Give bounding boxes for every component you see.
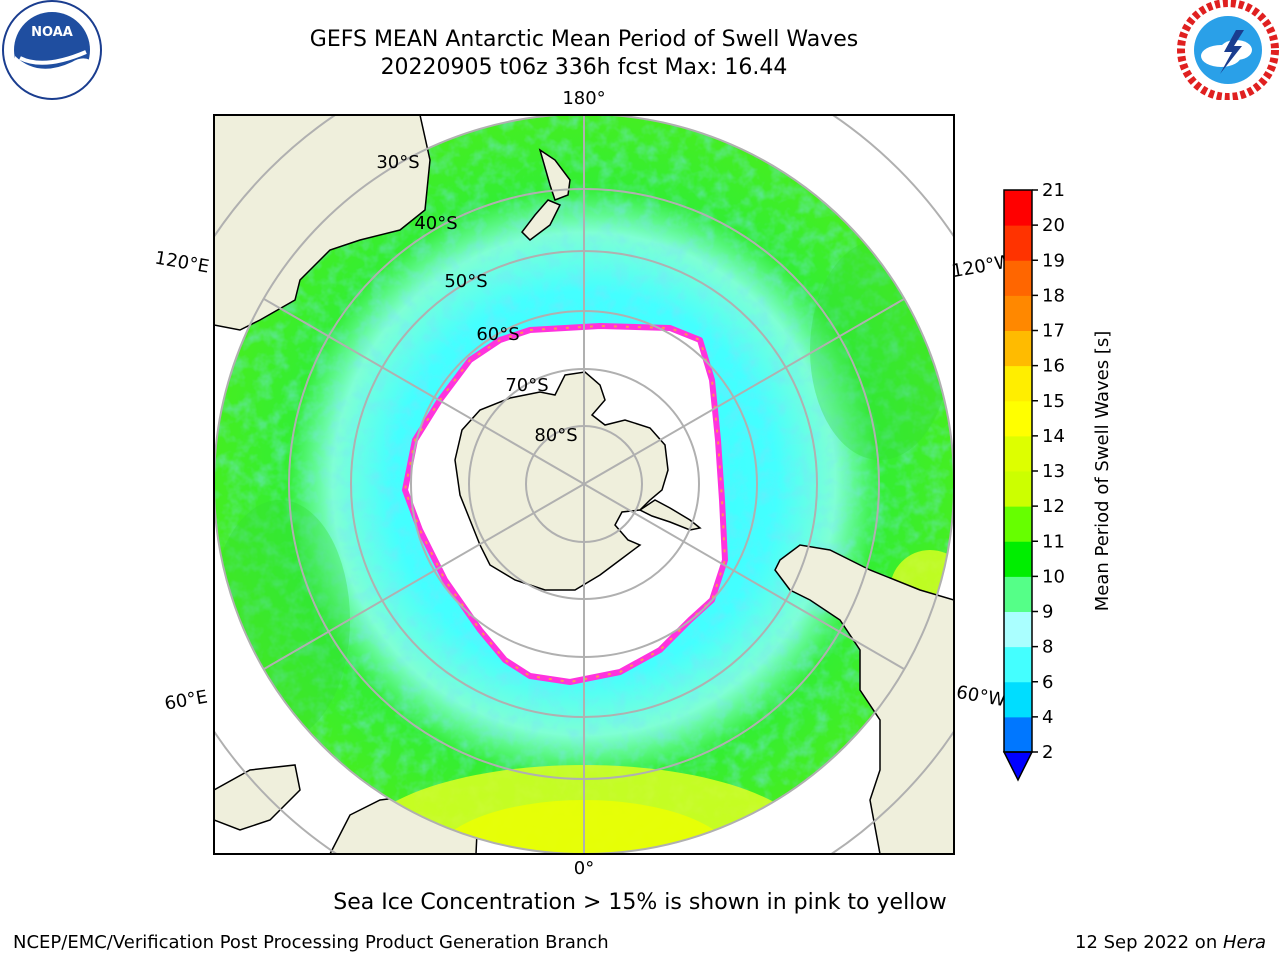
colorbar-tick-label: 17: [1042, 321, 1065, 342]
lon-label-120e: 120°E: [153, 247, 211, 277]
colorbar-tick-label: 15: [1042, 391, 1065, 412]
colorbar-extend-arrow: [1002, 751, 1034, 782]
colorbar-swatch: [1004, 506, 1032, 542]
lat-label-30s: 30°S: [376, 152, 419, 173]
sea-ice-note: Sea Ice Concentration > 15% is shown in …: [333, 890, 947, 915]
lat-label-60s: 60°S: [476, 324, 519, 345]
colorbar-swatch: [1004, 716, 1032, 753]
colorbar-tick-label: 20: [1042, 215, 1065, 236]
footer-date: 12 Sep 2022 on Hera: [1075, 932, 1266, 953]
colorbar-tick-label: 19: [1042, 250, 1065, 271]
map-frame: [213, 114, 955, 855]
map-subtitle: 20220905 t06z 336h fcst Max: 16.44: [380, 55, 788, 80]
colorbar-swatch: [1004, 295, 1032, 331]
colorbar-swatch: [1004, 471, 1032, 507]
colorbar-swatch: [1004, 681, 1032, 718]
colorbar-label: Mean Period of Swell Waves [s]: [1092, 331, 1113, 612]
colorbar-swatch: [1004, 260, 1032, 296]
lat-label-40s: 40°S: [414, 213, 457, 234]
colorbar-swatch: [1004, 646, 1032, 683]
lat-label-50s: 50°S: [444, 271, 487, 292]
colorbar-swatches: [1004, 190, 1032, 753]
colorbar-tick-label: 13: [1042, 461, 1065, 482]
colorbar-tick-label: 10: [1042, 566, 1065, 587]
colorbar-swatch: [1004, 435, 1032, 472]
colorbar-swatch: [1004, 190, 1032, 226]
lat-label-70s: 70°S: [505, 375, 548, 396]
nws-logo: [1177, 0, 1279, 100]
graticule: [214, 115, 954, 854]
map-title: GEFS MEAN Antarctic Mean Period of Swell…: [309, 27, 859, 52]
lat-label-80s: 80°S: [534, 425, 577, 446]
colorbar-tick-label: 16: [1042, 356, 1065, 377]
colorbar-tick-label: 11: [1042, 531, 1065, 552]
colorbar-swatch: [1004, 541, 1032, 577]
colorbar-tick-label: 14: [1042, 426, 1065, 447]
colorbar-swatch: [1004, 611, 1032, 648]
colorbar-ticks: 2 4 6 8 9 10 11 12 13 14 15 16 17 18 19 20 21: [1032, 180, 1065, 763]
footer-credit: NCEP/EMC/Verification Post Processing Pr…: [13, 932, 609, 953]
lon-label-0: 0°: [574, 858, 594, 879]
colorbar-tick-label: 8: [1042, 637, 1053, 658]
colorbar-tick-label: 21: [1042, 180, 1065, 201]
footer-date-text: 12 Sep 2022 on: [1075, 932, 1223, 953]
noaa-logo-text: NOAA: [31, 25, 73, 40]
colorbar-swatch: [1004, 225, 1032, 261]
colorbar-tick-label: 4: [1042, 707, 1053, 728]
colorbar-tick-label: 18: [1042, 285, 1065, 306]
colorbar-tick-label: 2: [1042, 742, 1053, 763]
lon-label-180: 180°: [562, 88, 605, 109]
colorbar-tick-label: 9: [1042, 602, 1053, 623]
colorbar: 2 4 6 8 9 10 11 12 13 14 15 16 17 18 19 20 21 Mean Perio…: [1002, 180, 1113, 782]
lon-label-60e: 60°E: [163, 686, 209, 714]
colorbar-swatch: [1004, 576, 1032, 612]
colorbar-tick-label: 6: [1042, 672, 1053, 693]
colorbar-swatch: [1004, 365, 1032, 402]
colorbar-swatch: [1004, 400, 1032, 437]
noaa-logo: NOAA: [2, 0, 102, 100]
colorbar-tick-label: 12: [1042, 496, 1065, 517]
colorbar-swatch: [1004, 330, 1032, 367]
footer-machine: Hera: [1222, 932, 1266, 953]
